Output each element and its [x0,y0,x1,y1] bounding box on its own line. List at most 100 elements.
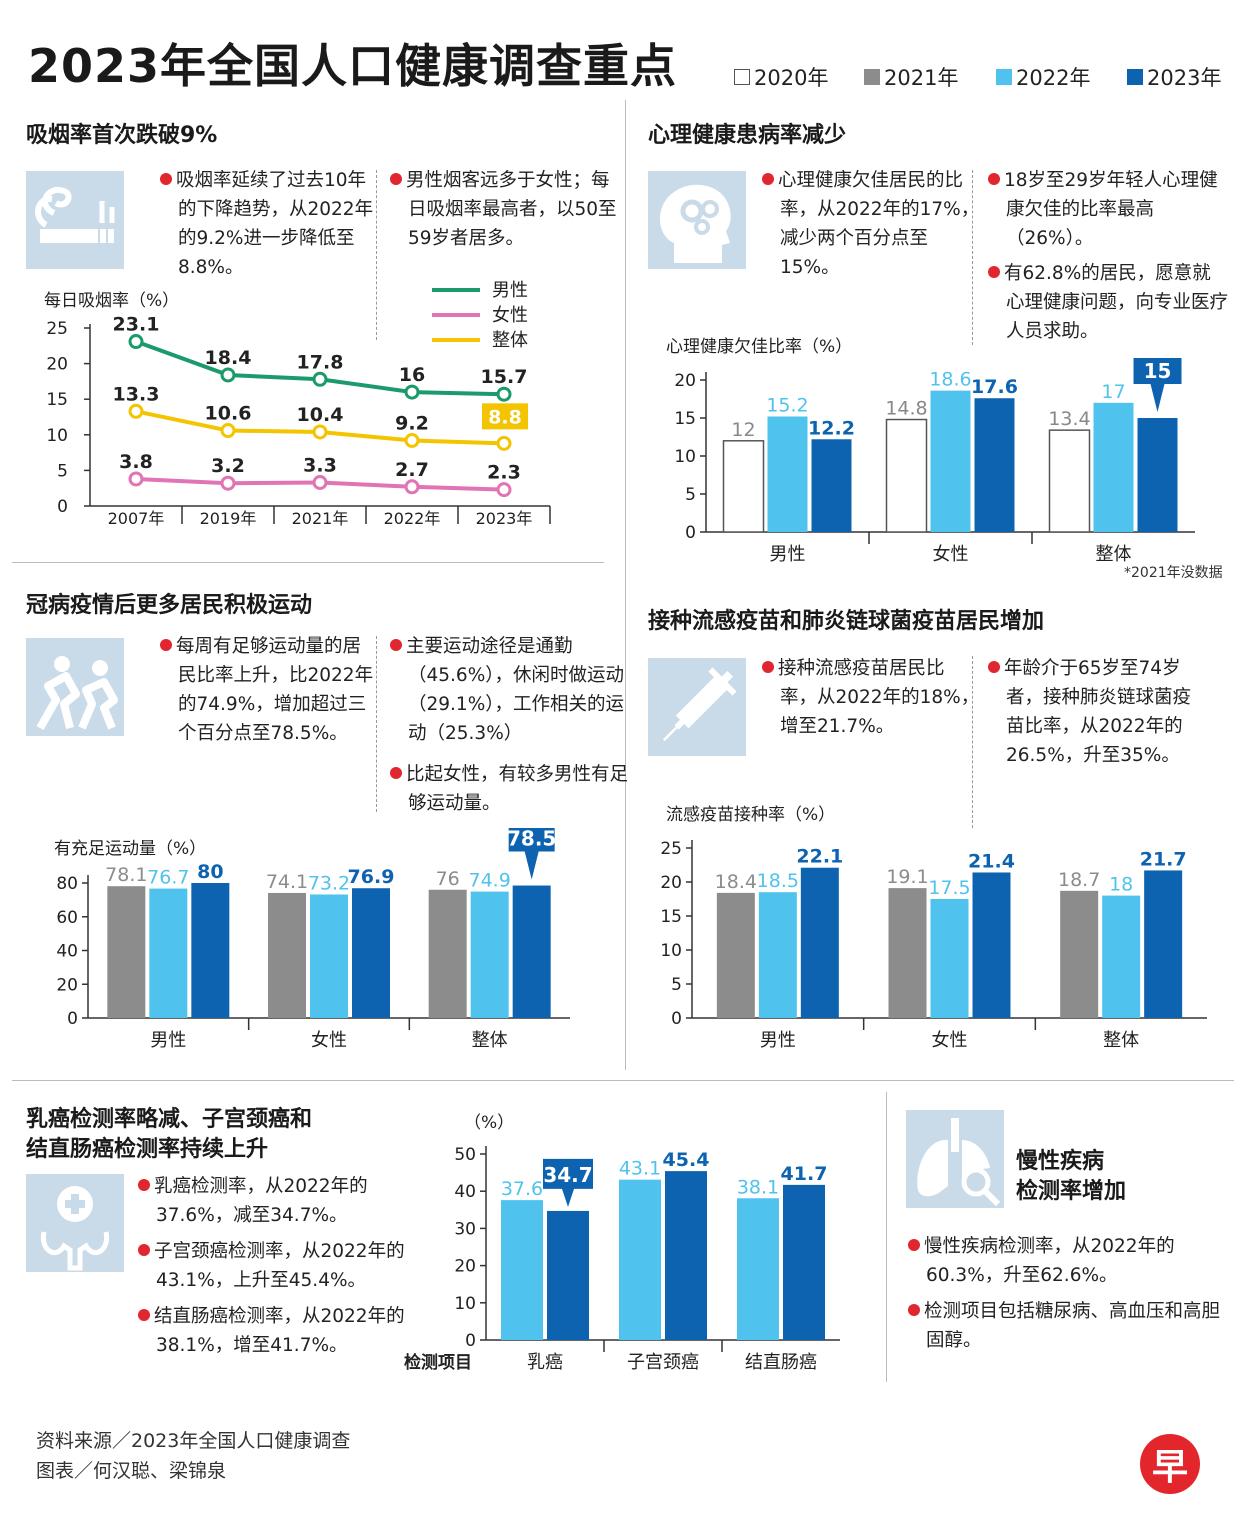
y-tick-label: 40 [56,942,78,962]
y-tick-label: 5 [685,485,696,505]
data-label: 12 [731,419,755,441]
chronic-bullet-1: 慢性疾病检测率，从2022年的60.3%，升至62.6%。 [908,1232,1222,1290]
vaccine-bullet-1: 接种流感疫苗居民比率，从2022年的18%，增至21.7%。 [762,654,980,741]
data-point [496,386,512,402]
data-label: 3.2 [211,455,245,477]
data-label: 3.8 [119,451,153,473]
x-axis-label: 检测项目 [404,1352,472,1373]
legend-label: 2020年 [754,66,829,90]
runners-icon [26,638,124,736]
x-tick-label: 2019年 [200,509,257,528]
bar [974,398,1015,532]
legend-swatch [734,69,750,85]
data-label: 78.5 [507,828,556,851]
data-label: 15.2 [766,394,808,416]
bar [352,888,390,1018]
data-label: 18.4 [715,871,757,893]
exercise-bullet-1: 每周有足够运动量的居民比率上升，比2022年的74.9%，增加超过三个百分点至7… [160,632,378,748]
dashed-divider [972,656,973,828]
page-title: 2023年全国人口健康调查重点 [28,39,678,93]
x-tick-label: 2023年 [476,509,533,528]
x-category-label: 男性 [150,1030,186,1051]
y-tick-label: 10 [454,1294,476,1314]
exercise-title: 冠病疫情后更多居民积极运动 [26,593,313,618]
data-label: 13.3 [113,383,160,405]
data-label: 21.4 [968,850,1015,872]
data-label: 2.3 [487,462,521,484]
data-label: 8.8 [488,406,522,428]
data-label: 16 [399,364,425,386]
x-category-label: 男性 [760,1030,796,1051]
x-tick-label: 2007年 [108,509,165,528]
legend-label: 整体 [492,330,528,351]
no-data-note: *2021年没数据 [1124,565,1223,581]
mental-title: 心理健康患病率减少 [648,123,847,148]
data-point [404,384,420,400]
y-tick-label: 10 [660,941,682,961]
bar [758,892,797,1018]
data-label: 38.1 [737,1176,779,1198]
bar [665,1171,707,1340]
legend-swatch [864,69,880,85]
legend-item-2: 2022年 [996,62,1090,92]
data-point [312,424,328,440]
exercise-bullet-3: 比起女性，有较多男性有足够运动量。 [390,760,630,818]
legend-label: 女性 [492,305,528,326]
chronic-title-line2: 检测率增加 [1016,1179,1127,1204]
y-axis-label: 有充足运动量（%） [54,839,206,859]
data-label: 12.2 [808,417,855,439]
data-label: 34.7 [543,1163,592,1187]
legend-label: 2023年 [1147,66,1222,90]
data-label: 15 [1144,359,1172,383]
dashed-divider [376,170,377,340]
y-tick-label: 25 [46,319,68,339]
x-category-label: 女性 [933,544,969,565]
y-axis-label: 心理健康欠佳比率（%） [666,337,852,357]
bar [783,1184,825,1340]
data-label: 17.8 [297,351,344,373]
data-label: 3.3 [303,455,337,477]
legend-label: 2021年 [884,66,959,90]
column-divider [625,100,626,1070]
y-tick-label: 50 [454,1145,476,1165]
data-label: 80 [197,861,223,883]
data-label: 21.7 [1140,848,1187,870]
y-tick-label: 80 [56,874,78,894]
data-label: 19.1 [886,866,928,888]
bar [716,892,755,1018]
cancer-bullet-1: 乳癌检测率，从2022年的37.6%，减至34.7%。 [138,1172,441,1230]
x-category-label: 整体 [1096,544,1132,565]
y-tick-label: 40 [454,1182,476,1202]
data-label: 9.2 [395,412,429,434]
mental-bullet-3: 有62.8%的居民，愿意就心理健康问题，向专业医疗人员求助。 [988,259,1228,346]
cancer-bullet-3: 结直肠癌检测率，从2022年的38.1%，增至41.7%。 [138,1302,441,1360]
data-label: 74.1 [266,871,308,893]
bar [1048,429,1091,533]
data-label: 14.8 [885,398,927,420]
cancer-title-line2: 结直肠癌检测率持续上升 [26,1137,269,1162]
data-label: 18.7 [1058,869,1100,891]
exercise-bar-chart: 有充足运动量（%） 0 20 40 60 80 男性 78.1 76.7 80 女性 74.1 73.2… [54,828,570,1051]
bar [1093,402,1134,532]
bar [722,440,765,533]
bar [310,894,348,1018]
bar [1060,890,1099,1018]
source-text: 资料来源／2023年全国人口健康调查 [36,1430,351,1452]
y-tick-label: 0 [685,523,696,543]
mental-bar-chart: 心理健康欠佳比率（%） 0 5 10 15 20 男性 12 15.212.2 女性 14.818.… [666,337,1195,565]
bar [800,867,839,1018]
data-point [128,334,144,350]
data-label: 76.7 [147,867,189,889]
data-point [128,471,144,487]
smoking-title: 吸烟率首次跌破9% [26,123,218,148]
dashed-divider [972,170,973,345]
data-label: 13.4 [1048,408,1090,430]
x-category-label: 结直肠癌 [745,1352,817,1373]
bar [619,1179,661,1340]
lungs-magnifier-icon [906,1110,1004,1208]
x-category-label: 整体 [472,1030,508,1051]
credit-text: 图表／何汉聪、梁锦泉 [36,1460,227,1482]
data-label: 17 [1101,381,1125,403]
cancer-title-line1: 乳癌检测率略减、子宫颈癌和 [26,1107,313,1132]
bar [191,883,230,1018]
